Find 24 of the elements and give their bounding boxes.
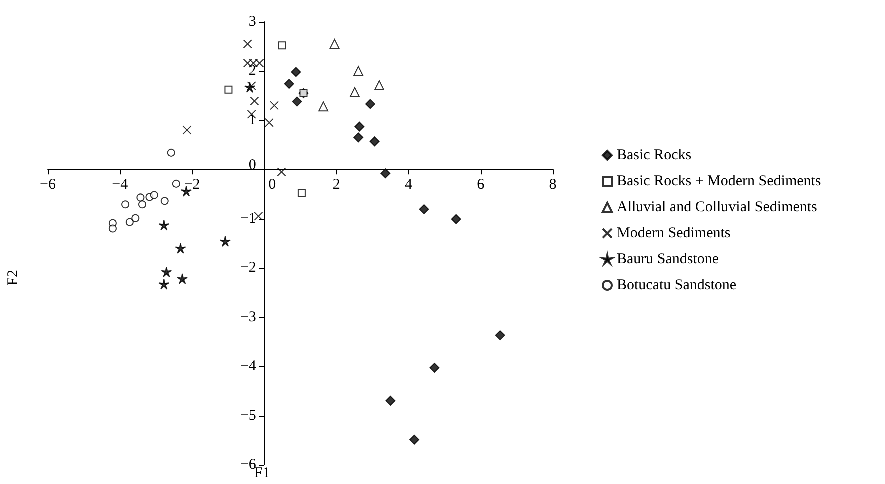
legend-label: Alluvial and Colluvial Sediments xyxy=(617,200,818,216)
x-tick-label: 6 xyxy=(477,177,486,194)
y-tick-label: −1 xyxy=(240,210,256,227)
x-tick-label: −2 xyxy=(184,177,200,194)
legend-label: Basic Rocks + Modern Sediments xyxy=(617,174,822,190)
legend-label: Basic Rocks xyxy=(617,148,692,164)
y-tick-label: −4 xyxy=(240,358,257,375)
y-tick-label: 2 xyxy=(248,63,256,80)
y-tick-label: −2 xyxy=(240,260,256,276)
legend-label: Bauru Sandstone xyxy=(617,252,720,268)
x-tick-label: 8 xyxy=(549,177,557,194)
x-tick-label: 4 xyxy=(404,177,413,194)
legend-label: Modern Sediments xyxy=(617,226,731,242)
legend-label: Botucatu Sandstone xyxy=(617,278,737,294)
y-tick-label: 1 xyxy=(248,112,256,128)
y-tick-label: −3 xyxy=(240,309,256,326)
x-tick-label: −4 xyxy=(112,177,129,194)
y-tick-label: −6 xyxy=(240,457,257,473)
x-tick-label: 2 xyxy=(332,177,340,194)
y-axis-title: F2 xyxy=(6,270,22,286)
x-tick-label: −6 xyxy=(40,177,56,194)
y-tick-label: 3 xyxy=(248,14,256,30)
y-tick-label: −5 xyxy=(240,408,256,424)
x-tick-label: 0 xyxy=(268,177,276,194)
